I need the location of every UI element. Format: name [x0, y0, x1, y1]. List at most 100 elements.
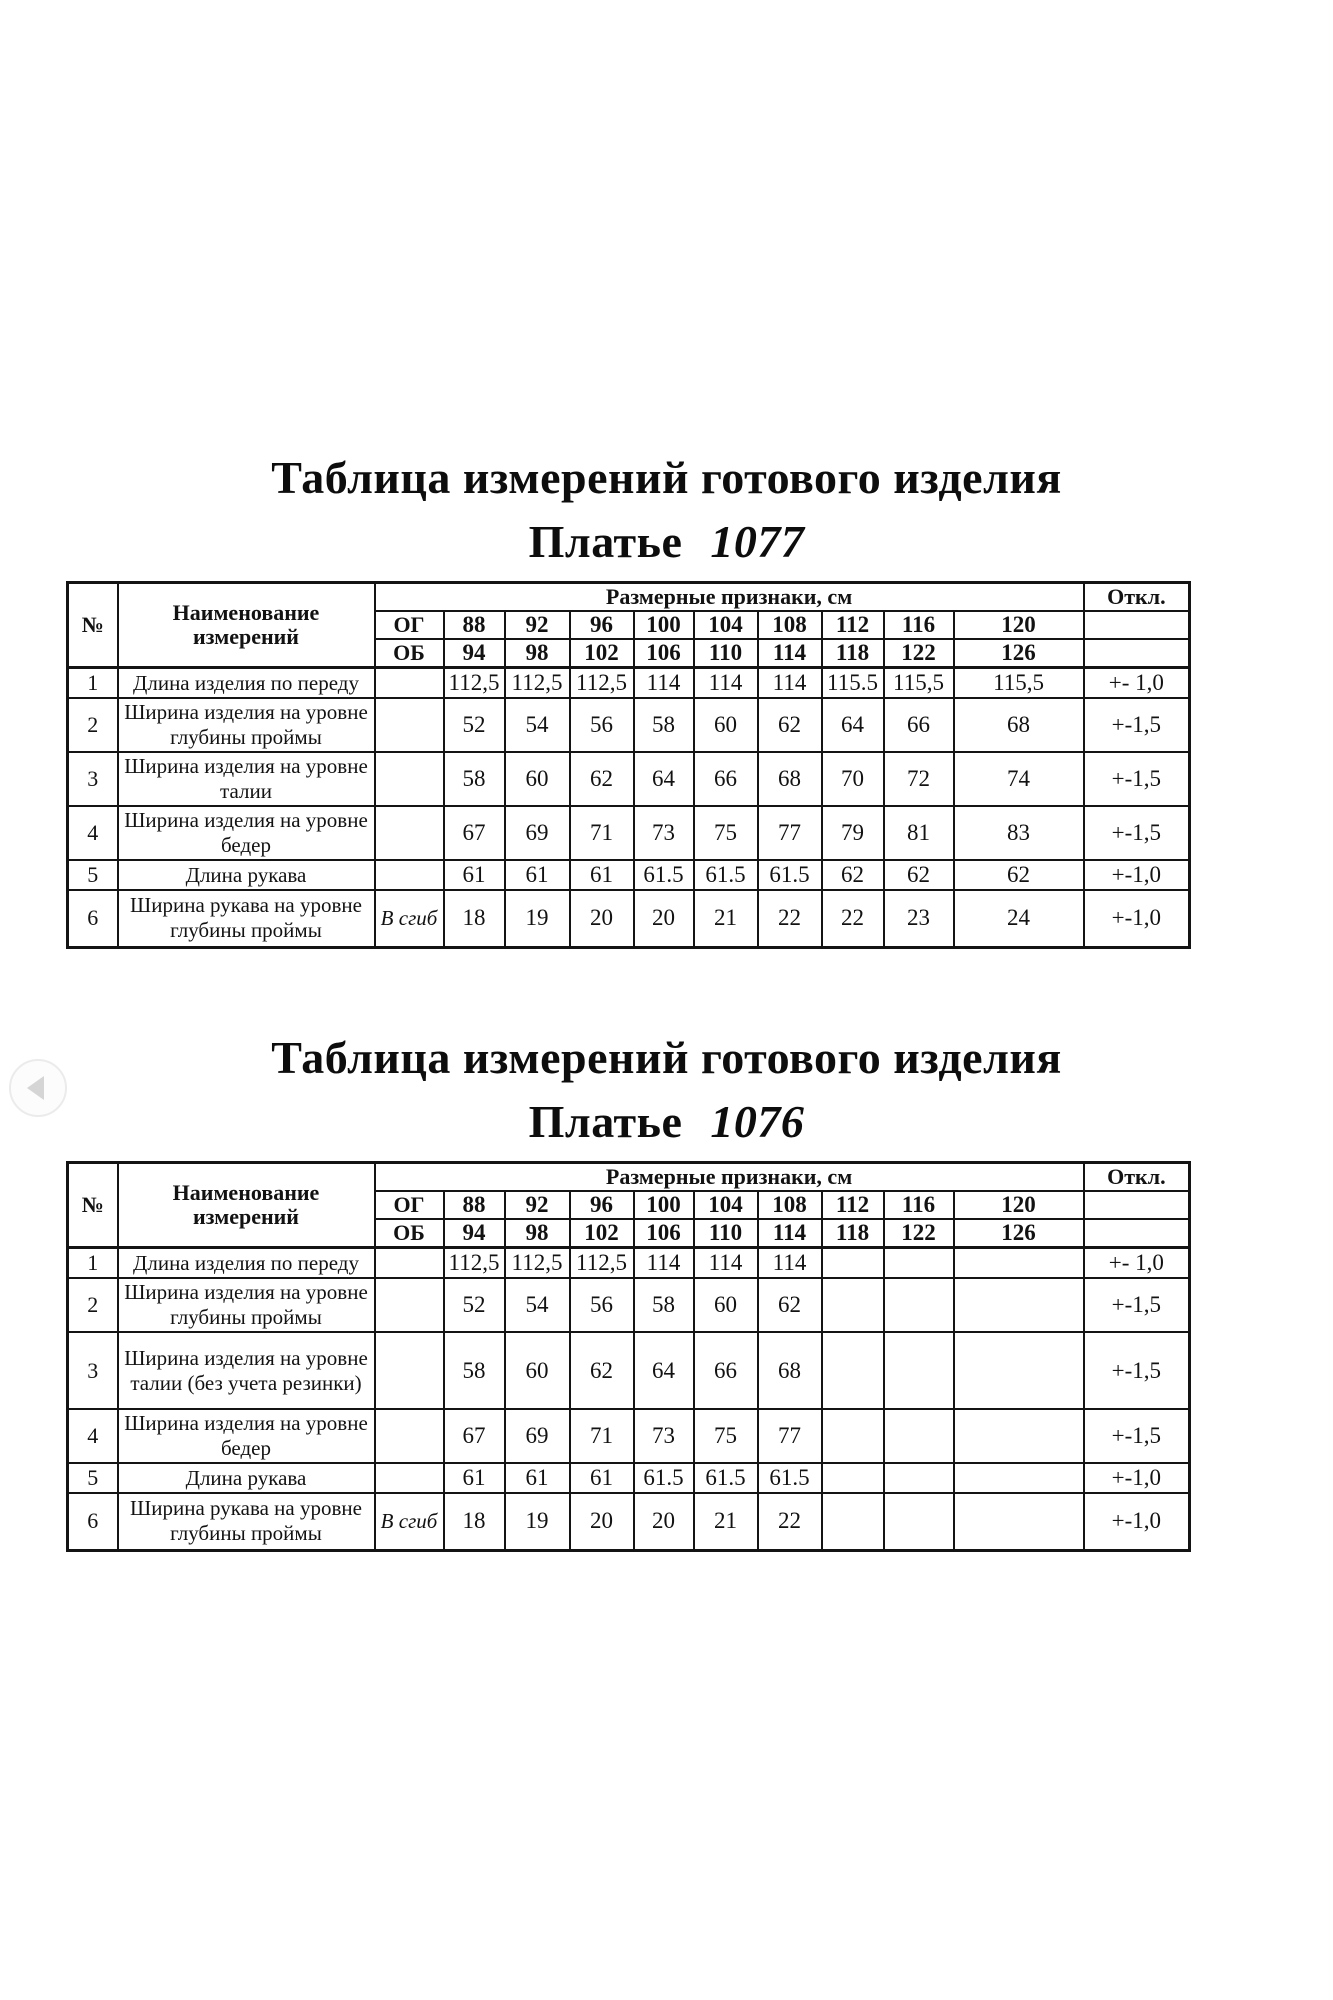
size-value: 106	[632, 638, 695, 669]
size-value: 106	[632, 1218, 695, 1249]
measurement-value: 62	[952, 859, 1085, 891]
measurement-value: 61	[503, 1462, 571, 1494]
measurement-value: 114	[692, 1246, 759, 1279]
table-header: № Наименование измерений Размерные признак…	[66, 1161, 1191, 1249]
table-body: 1 Длина изделия по переду 112,5 112,5 112,5 1…	[66, 1246, 1191, 1551]
measurement-value	[952, 1277, 1085, 1333]
measurement-value: 62	[756, 1277, 823, 1333]
measurement-value: 58	[442, 751, 506, 807]
measurement-name-header: Наименование измерений	[116, 581, 376, 669]
measurement-value: 24	[952, 889, 1085, 948]
table-title: Таблица измерений готового изделия	[271, 452, 1062, 503]
fold-note	[373, 1331, 445, 1410]
measurement-value	[952, 1331, 1085, 1410]
measurement-value	[882, 1246, 955, 1279]
row-number: 3	[66, 1331, 119, 1410]
measurement-name: Длина рукава	[116, 859, 376, 891]
size-value: 110	[692, 638, 759, 669]
fold-note	[373, 666, 445, 699]
deviation-value: +-1,5	[1082, 751, 1191, 807]
deviation-value: +- 1,0	[1082, 666, 1191, 699]
measurement-row: 2 Ширина изделия на уровне глубины проймы…	[66, 1277, 1191, 1333]
measurement-name: Ширина изделия на уровне бедер	[116, 1408, 376, 1464]
measurement-value	[952, 1492, 1085, 1551]
measurement-value	[952, 1462, 1085, 1494]
size-value: 88	[442, 610, 506, 640]
fold-note: В сгиб	[373, 889, 445, 948]
measurement-value	[882, 1462, 955, 1494]
col-number-header: №	[66, 581, 119, 669]
row-number: 5	[66, 1462, 119, 1494]
measurement-value: 112,5	[503, 666, 571, 699]
measurement-value: 20	[632, 1492, 695, 1551]
measurement-value: 58	[442, 1331, 506, 1410]
size-value: 122	[882, 1218, 955, 1249]
measurement-value: 114	[756, 666, 823, 699]
size-value: 126	[952, 1218, 1085, 1249]
measurement-row: 1 Длина изделия по переду 112,5 112,5 112,5 1…	[66, 1246, 1191, 1279]
measurement-name: Ширина изделия на уровне глубины проймы	[116, 697, 376, 753]
measurement-value: 61.5	[632, 859, 695, 891]
deviation-subcell	[1082, 638, 1191, 669]
size-value: 104	[692, 610, 759, 640]
fold-note	[373, 859, 445, 891]
header-og-row: ОГ 88 92 96 100 104 108 112 116 120	[68, 610, 1191, 640]
measurement-value: 20	[632, 889, 695, 948]
measurement-value: 56	[568, 1277, 635, 1333]
row-number: 1	[66, 1246, 119, 1279]
size-value: 116	[882, 1190, 955, 1220]
table-header: № Наименование измерений Размерные признак…	[66, 581, 1191, 669]
measurement-value	[882, 1331, 955, 1410]
measurement-value: 61.5	[692, 1462, 759, 1494]
size-value: 98	[503, 638, 571, 669]
deviation-subcell	[1082, 610, 1191, 640]
measurement-value: 64	[820, 697, 885, 753]
measurement-value: 18	[442, 889, 506, 948]
measurement-value	[820, 1492, 885, 1551]
measurement-value: 56	[568, 697, 635, 753]
product-number: 1076	[710, 1096, 805, 1147]
deviation-value: +-1,5	[1082, 805, 1191, 861]
measurement-name: Ширина изделия на уровне глубины проймы	[116, 1277, 376, 1333]
deviation-value: +-1,5	[1082, 697, 1191, 753]
og-row-label: ОГ	[373, 1190, 445, 1220]
measurement-value: 112,5	[568, 1246, 635, 1279]
carousel-prev-button[interactable]	[9, 1059, 67, 1117]
measurement-value: 64	[632, 751, 695, 807]
row-number: 6	[66, 889, 119, 948]
fold-note	[373, 1408, 445, 1464]
measurements-table: № Наименование измерений Размерные признак…	[66, 581, 1192, 949]
measurement-value: 69	[503, 805, 571, 861]
measurement-value: 115,5	[882, 666, 955, 699]
measurement-value: 60	[503, 1331, 571, 1410]
size-value: 108	[756, 1190, 823, 1220]
measurement-value: 62	[568, 751, 635, 807]
measurement-value: 75	[692, 805, 759, 861]
deviation-value: +-1,0	[1082, 1462, 1191, 1494]
measurement-value: 18	[442, 1492, 506, 1551]
measurement-name: Длина изделия по переду	[116, 1246, 376, 1279]
deviation-header: Откл.	[1082, 1161, 1191, 1192]
product-title: Платье 1076	[0, 1090, 1333, 1154]
fold-note	[373, 1462, 445, 1494]
measurement-value: 19	[503, 889, 571, 948]
measurement-value: 79	[820, 805, 885, 861]
measurement-row: 3 Ширина изделия на уровне талии (без уче…	[66, 1331, 1191, 1410]
row-number: 2	[66, 1277, 119, 1333]
measurement-value: 75	[692, 1408, 759, 1464]
measurement-value: 61	[568, 1462, 635, 1494]
measurement-value: 74	[952, 751, 1085, 807]
measurements-table: № Наименование измерений Размерные признак…	[66, 1161, 1192, 1552]
measurement-row: 4 Ширина изделия на уровне бедер 67 69 71 73 7…	[66, 1408, 1191, 1464]
measurement-row: 2 Ширина изделия на уровне глубины проймы…	[66, 697, 1191, 753]
deviation-subcell	[1082, 1218, 1191, 1249]
fold-note	[373, 1246, 445, 1279]
size-value: 98	[503, 1218, 571, 1249]
measurement-value: 62	[756, 697, 823, 753]
measurement-name: Ширина изделия на уровне бедер	[116, 805, 376, 861]
product-number: 1077	[710, 516, 805, 567]
measurement-value: 61	[568, 859, 635, 891]
measurement-row: 1 Длина изделия по переду 112,5 112,5 112,5 1…	[66, 666, 1191, 699]
measurement-row: 4 Ширина изделия на уровне бедер 67 69 71 73 7…	[66, 805, 1191, 861]
